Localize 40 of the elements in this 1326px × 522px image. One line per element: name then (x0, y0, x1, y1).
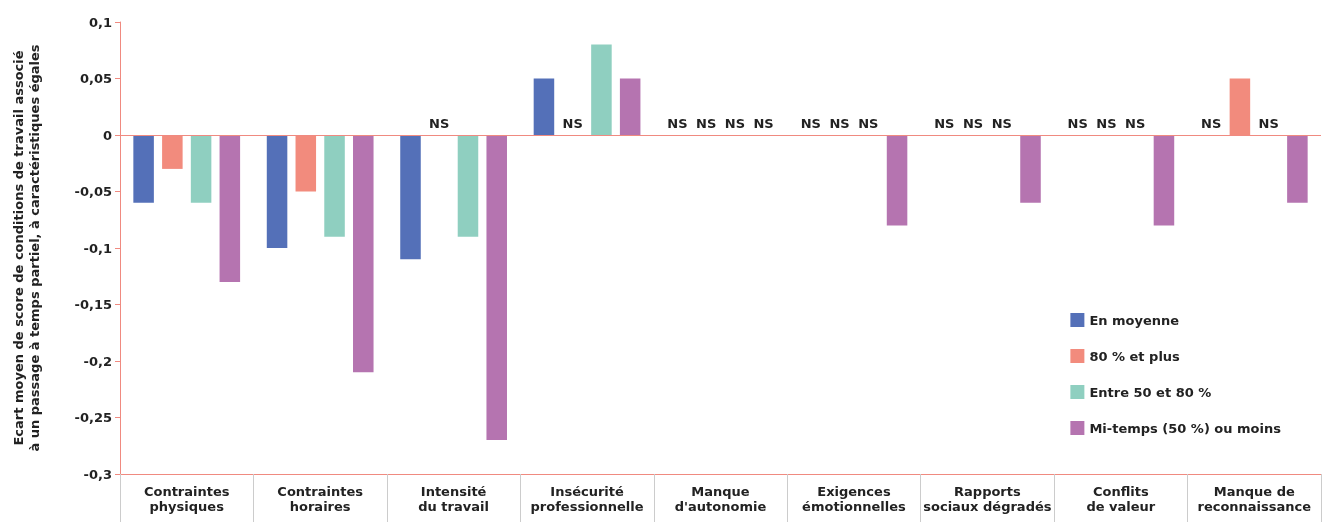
text: NS (753, 115, 774, 131)
legend-label: Mi-temps (50 %) ou moins (1089, 420, 1282, 436)
legend-label: En moyenne (1089, 312, 1180, 328)
text: NS (991, 115, 1012, 131)
x-tick-label: Manque d'autonomie (674, 484, 767, 514)
text: NS (1125, 115, 1146, 131)
y-tick-label: 0,1 (88, 14, 112, 30)
text: NS (800, 115, 821, 131)
x-tick-label: Conflits de valeur (1086, 484, 1156, 514)
y-tick-label: 0,05 (79, 71, 112, 86)
text: NS (1258, 115, 1279, 131)
y-axis-title: Ecart moyen de score de conditions de travail associé à un passage à temps partiel, à caractéristiques égales (10, 44, 42, 452)
x-tick-label: Intensité du travail (418, 484, 489, 514)
x-tick-label: Contraintes horaires (277, 484, 364, 514)
text: NS (696, 115, 717, 131)
x-tick-label: Exigences émotionnelles (802, 484, 907, 514)
y-tick-label: -0,25 (74, 410, 112, 425)
text: NS (1201, 115, 1222, 131)
text: NS (562, 115, 583, 131)
y-tick-label: -0,1 (83, 240, 112, 256)
x-tick-label: Insécurité professionnelle (530, 484, 644, 514)
legend-label: Entre 50 et 80 % (1089, 384, 1212, 400)
legend-label: 80 % et plus (1089, 348, 1181, 364)
text: NS (858, 115, 879, 131)
x-tick-label: Contraintes physiques (143, 484, 230, 514)
text: NS (934, 115, 955, 131)
y-tick-label: -0,3 (83, 466, 112, 482)
text: NS (724, 115, 745, 131)
text: NS (829, 115, 850, 131)
x-tick-label: Rapports sociaux dégradés (923, 484, 1052, 514)
y-tick-label: 0 (102, 127, 112, 143)
x-tick-label: Manque de reconnaissance (1197, 484, 1312, 514)
text: NS (1067, 115, 1088, 131)
y-tick-label: -0,05 (74, 184, 112, 199)
text: NS (429, 115, 450, 131)
text: NS (1096, 115, 1117, 131)
text: NS (667, 115, 688, 131)
y-tick-label: -0,15 (74, 297, 112, 312)
text: NS (962, 115, 984, 131)
y-tick-label: -0,2 (83, 353, 112, 369)
